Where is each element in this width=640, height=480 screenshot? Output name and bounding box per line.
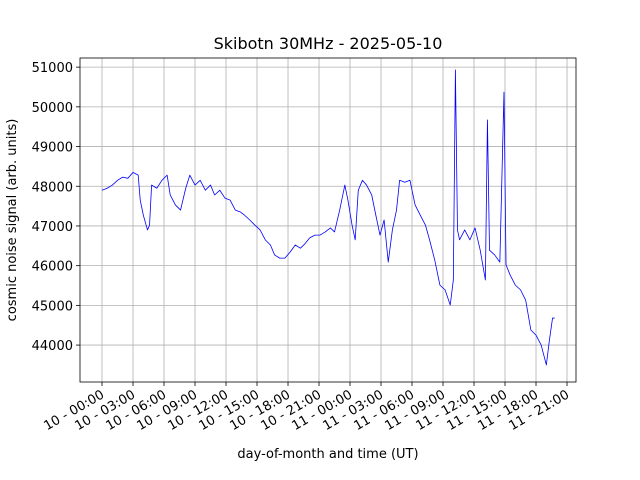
y-tick-label: 45000 <box>32 299 73 314</box>
y-tick-label: 44000 <box>32 339 73 354</box>
y-tick-label: 49000 <box>32 141 73 156</box>
y-tick-label: 51000 <box>32 61 73 76</box>
y-tick-label: 48000 <box>32 180 73 195</box>
y-tick-label: 47000 <box>32 220 73 235</box>
plot-frame <box>79 57 577 383</box>
signal-line <box>101 69 555 366</box>
y-axis-label: cosmic noise signal (arb. units) <box>5 119 20 322</box>
x-axis-label: day-of-month and time (UT) <box>237 447 418 462</box>
y-tick-label: 50000 <box>32 101 73 116</box>
y-tick-label: 46000 <box>32 260 73 275</box>
chart-title: Skibotn 30MHz - 2025-05-10 <box>214 34 443 53</box>
